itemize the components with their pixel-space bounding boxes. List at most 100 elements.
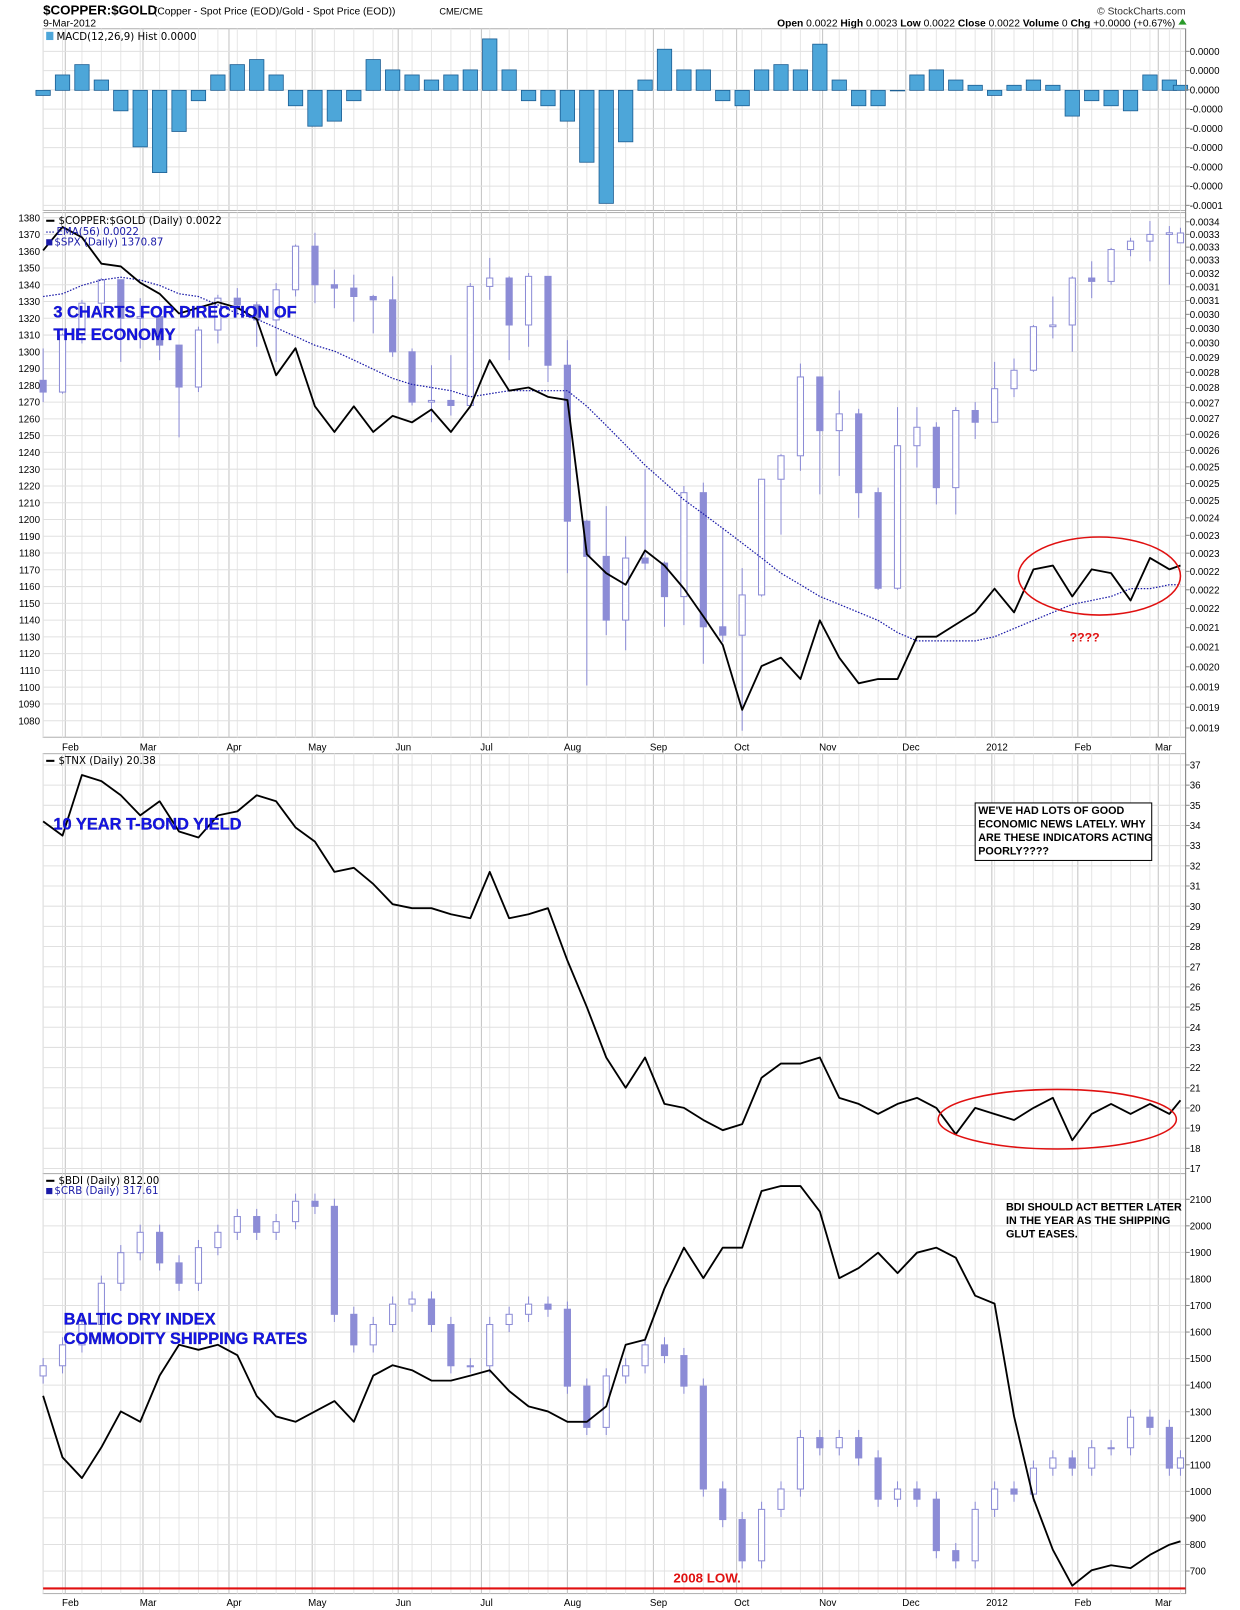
y-tick-label: 0.0030 (1190, 310, 1220, 321)
panel3-title: 10 YEAR T-BOND YIELD (53, 816, 241, 834)
panel-frame (42, 28, 1187, 212)
y-tick-label: 17 (1190, 1164, 1201, 1175)
low-label: Low (900, 19, 921, 30)
left-y-tick-label: 1140 (19, 616, 41, 627)
x-tick-label: Apr (227, 743, 243, 754)
macd-hist-bar (287, 89, 304, 107)
grid (42, 28, 1187, 1595)
spx-candle (952, 409, 960, 489)
spx-candle (117, 279, 125, 319)
crb-candle (350, 1313, 358, 1346)
x-tick-label: Oct (734, 1598, 749, 1609)
x-tick-label: Jun (395, 1598, 411, 1609)
open-label: Open (777, 19, 803, 30)
spx-candle (971, 409, 979, 423)
crb-candle (660, 1344, 669, 1357)
macd-hist-bar (753, 69, 770, 91)
macd-hist-bar (1025, 79, 1042, 91)
y-tick-label: 0.0019 (1190, 724, 1220, 735)
y-tick-label: 1500 (1190, 1354, 1212, 1365)
y-tick-label: 33 (1190, 841, 1201, 852)
left-y-tick-label: 1150 (19, 599, 41, 610)
y-tick-label: 0.0022 (1190, 567, 1220, 578)
note-box (974, 802, 1153, 861)
y-tick-label: 29 (1190, 922, 1201, 933)
y-tick-label: 0.0034 (1190, 217, 1220, 228)
macd-hist-bar (909, 74, 925, 91)
spx-candle (78, 302, 86, 336)
crb-candle (699, 1385, 707, 1490)
y-tick-label: 0.0026 (1190, 430, 1220, 441)
y-tick-label: 36 (1190, 781, 1201, 792)
ohlc-readout: Open 0.0022 High 0.0023 Low 0.0022 Close… (777, 19, 1175, 30)
left-y-tick-label: 1170 (19, 565, 41, 576)
y-tick-label: -0.0000 (1190, 162, 1224, 173)
spx-candle (777, 455, 785, 480)
macd-hist-bar (559, 89, 575, 122)
note-line: WE'VE HAD LOTS OF GOOD (978, 805, 1124, 817)
macd-hist-bar (74, 64, 90, 91)
crb-candle (214, 1231, 222, 1249)
left-y-tick-label: 1120 (19, 649, 41, 660)
spx-candle (719, 626, 727, 636)
spx-candle (272, 289, 280, 321)
y-tick-label: 0.0022 (1190, 604, 1220, 615)
y-tick-label: 28 (1190, 942, 1201, 953)
spx-candle (816, 376, 824, 432)
y-tick-label: 0.0033 (1190, 256, 1220, 267)
spx-candle (524, 275, 533, 326)
crb-candle (1165, 1426, 1173, 1469)
volume-label: Volume (1023, 19, 1060, 30)
volume-value: 0 (1062, 19, 1068, 30)
y-tick-label: 25 (1190, 1003, 1201, 1014)
macd-hist-bar (190, 89, 207, 102)
crb-candle (272, 1221, 280, 1233)
crb-candle (932, 1498, 940, 1552)
macd-hist-bar (268, 74, 284, 91)
macd-hist-bar (967, 84, 983, 91)
left-y-tick-label: 1240 (18, 448, 40, 459)
spx-candle (796, 376, 805, 457)
spx-candle (39, 379, 47, 393)
high-value: 0.0023 (866, 19, 898, 30)
spx-legend: $SPX (Daily) 1370.87 (54, 236, 163, 248)
crb-candle (874, 1457, 882, 1500)
left-y-tick-label: 1180 (19, 549, 41, 560)
note-line: IN THE YEAR AS THE SHIPPING (1006, 1215, 1170, 1227)
macd-hist-bar (501, 69, 517, 91)
annotations: 3 CHARTS FOR DIRECTION OF THE ECONOMY ??… (43, 303, 1186, 1590)
crb-candle (777, 1488, 785, 1510)
crb-candle (78, 1323, 86, 1346)
macd-hist-bar (792, 69, 809, 91)
spx-candle (1146, 233, 1154, 242)
spx-candle (1165, 232, 1173, 235)
spx-candle (194, 329, 203, 388)
y-tick-label: 1700 (1190, 1301, 1212, 1312)
macd-hist-bar (928, 69, 944, 91)
macd-hist-bar (1122, 89, 1139, 112)
macd-hist-bar (365, 59, 381, 91)
macd-hist-bar (307, 89, 323, 127)
y-tick-label: 0.0032 (1190, 269, 1220, 280)
spx-candle (991, 388, 999, 423)
spx-candle (156, 316, 164, 346)
crb-candle (427, 1298, 436, 1326)
x-tick-label: Nov (819, 743, 836, 754)
axes: Feb Mar Apr May Jun Jul Aug Sep Oct Nov Dec 2012 Feb… (18, 28, 1224, 1609)
triangle-up-icon (1178, 18, 1187, 25)
crb-candle (738, 1519, 746, 1562)
left-y-tick-label: 1110 (20, 666, 41, 677)
x-tick-label: Nov (819, 1598, 836, 1609)
close-value: 0.0022 (989, 19, 1021, 30)
y-tick-label: 19 (1190, 1124, 1201, 1135)
spx-candle (913, 426, 921, 447)
y-tick-label: 0.0025 (1190, 462, 1220, 473)
spx-candle (855, 413, 863, 494)
crb-candle (602, 1375, 610, 1428)
y-tick-label: -0.0000 (1190, 143, 1224, 154)
x-tick-label: 2012 (986, 743, 1008, 754)
crb-candle (291, 1200, 300, 1223)
highlight-ellipse (1017, 536, 1182, 616)
crb-candle (389, 1303, 397, 1326)
left-y-tick-label: 1230 (18, 465, 40, 476)
